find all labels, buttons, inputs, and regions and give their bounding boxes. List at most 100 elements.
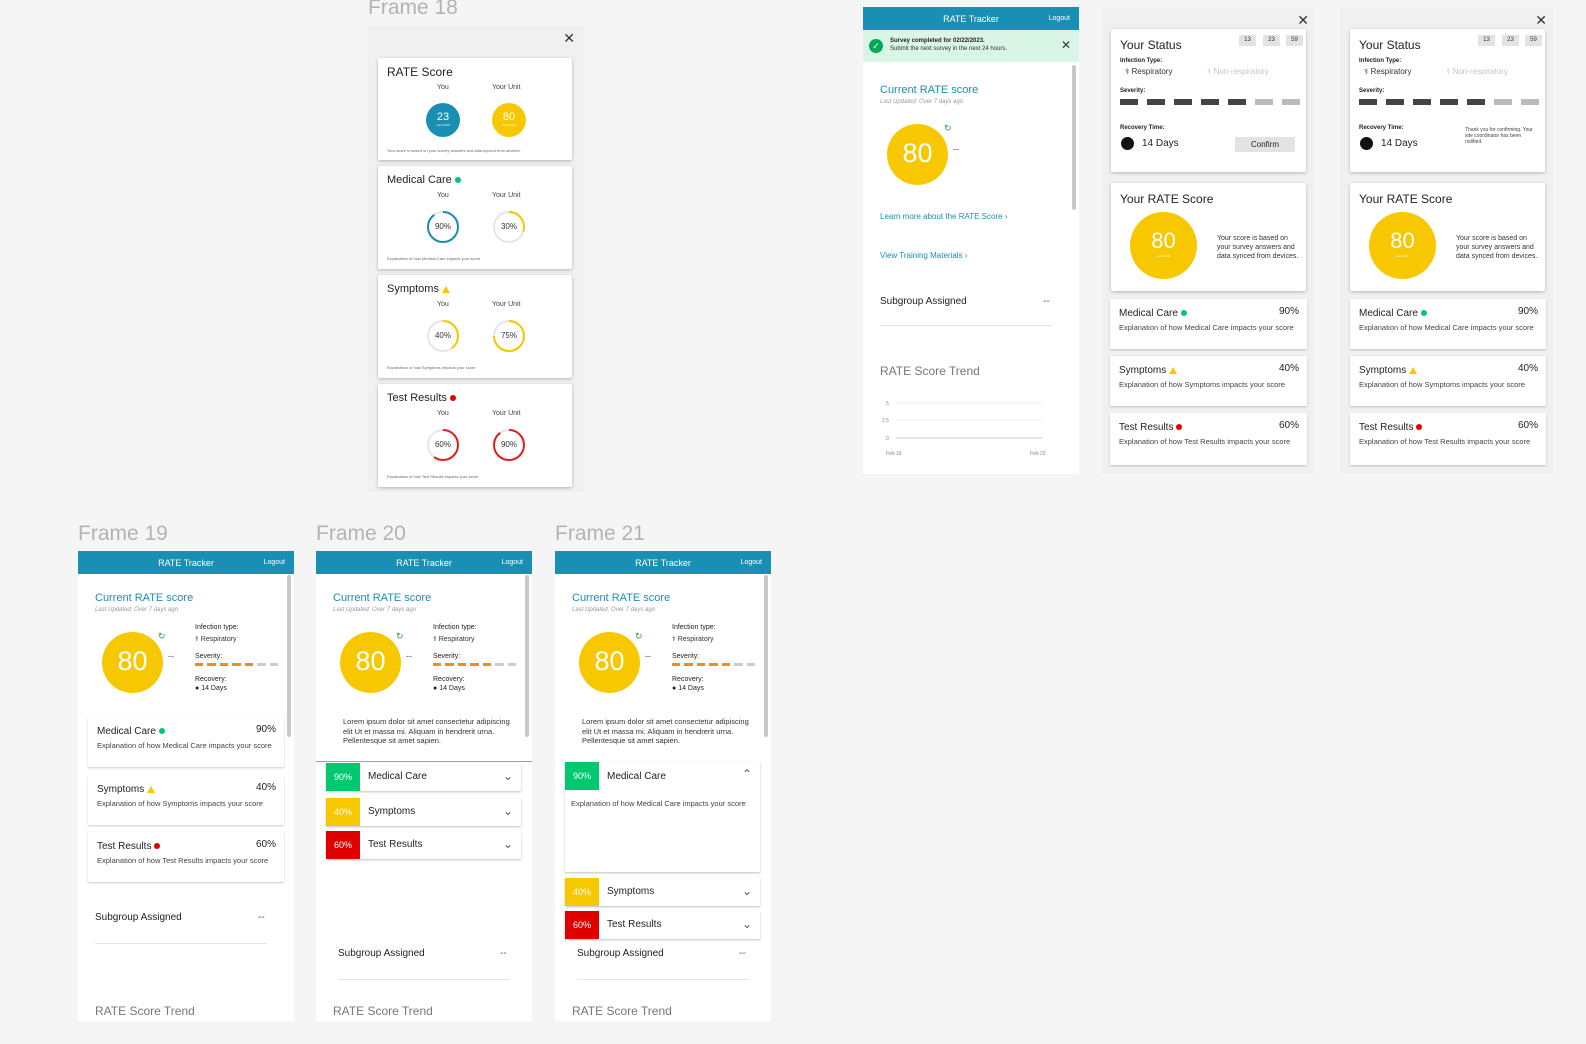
respiratory-option[interactable]: ⚕ Respiratory [1125,67,1172,76]
current-score-title: Current RATE score [95,592,194,604]
medical-care-accordion-open[interactable]: 90% Medical Care ⌃ Explanation of how Me… [565,762,760,872]
clock-icon: ● [195,685,200,692]
chevron-down-icon[interactable]: ⌄ [502,804,513,818]
refresh-icon[interactable]: ↻ [635,631,643,641]
symptoms-note: Explanation of how Symptoms impacts your… [387,365,476,370]
close-icon[interactable]: ✕ [1297,12,1309,28]
non-respiratory-option[interactable]: ⚕ Non-respiratory [1207,67,1269,76]
ring-progress [493,211,525,243]
medical-care-pct: 90% [565,762,599,790]
lungs-icon: ⚕ [1446,67,1451,76]
training-link[interactable]: View Training Materials › [880,251,967,260]
test-results-card[interactable]: Test Results 60% Explanation of how Test… [1350,413,1546,465]
status-card: Your Status 13 23 59 Infection Type: ⚕ R… [1350,29,1545,172]
survey-subtitle: Submit the next survey in the next 24 ho… [890,46,1008,52]
test-results-accordion[interactable]: 60% Test Results ⌄ [565,911,760,939]
status-panel-confirmed: ✕ Your Status 13 23 59 Infection Type: ⚕… [1340,7,1553,474]
scrollbar[interactable] [1072,65,1076,210]
test-results-desc: Explanation of how Test Results impacts … [1359,437,1531,446]
score-value: 80 [117,646,148,676]
rate-score-card: Your RATE Score 80 out of 100 Your score… [1111,183,1306,291]
severity-segment [232,663,241,666]
logout-link[interactable]: Logout [263,559,285,566]
current-score-title: Current RATE score [880,84,979,96]
symptoms-you-ring [427,320,459,352]
respiratory-value: ⚕ Respiratory [195,635,237,643]
close-icon[interactable]: ✕ [1060,38,1071,52]
medical-care-accordion[interactable]: 90% Medical Care ⌄ [326,763,521,791]
refresh-icon[interactable]: ↻ [396,631,404,641]
severity-segment [672,663,681,666]
symptoms-card[interactable]: Symptoms 40% Explanation of how Symptoms… [1110,356,1307,406]
infection-type-label: Infection Type: [1120,58,1163,64]
severity-segment [709,663,718,666]
confirm-button[interactable]: Confirm [1235,137,1295,152]
x-tick: Feb 23 [1030,451,1046,457]
medical-care-desc: Explanation of how Medical Care impacts … [571,799,746,808]
severity-segment [1440,99,1458,105]
symptoms-card[interactable]: Symptoms 40% Explanation of how Symptoms… [1350,356,1546,406]
close-icon[interactable]: ✕ [563,30,575,46]
symptoms-pct: 40% [565,878,599,906]
medical-care-card[interactable]: Medical Care 90% Explanation of how Medi… [1110,299,1307,349]
test-you-value: 60% [434,440,451,449]
test-results-pct: 60% [1278,420,1299,431]
symptoms-name: Symptoms [1359,365,1407,376]
clock-icon: ● [672,685,677,692]
symptoms-accordion[interactable]: 40% Symptoms ⌄ [565,878,760,906]
chevron-right-icon: › [964,251,968,260]
medical-care-name: Medical Care [97,726,156,737]
chevron-down-icon[interactable]: ⌄ [502,837,513,851]
severity-segment [433,663,442,666]
trend-title: RATE Score Trend [880,364,980,378]
symptoms-card[interactable]: Symptoms 40% Explanation of how Symptoms… [88,775,284,825]
last-updated: Last Updated: Over 7 days ago [572,607,656,613]
refresh-icon[interactable]: ↻ [944,123,952,133]
recovery-days: 14 Days [201,685,227,692]
chevron-up-icon[interactable]: ⌃ [741,767,752,781]
severity-segment [495,663,504,666]
severity-segment [1147,99,1165,105]
divider [316,761,532,762]
learn-more-link[interactable]: Learn more about the RATE Score › [880,212,1008,221]
severity-segment [721,663,731,666]
scrollbar[interactable] [525,575,529,737]
ring-progress [427,429,459,461]
respiratory-option[interactable]: ⚕ Respiratory [1364,67,1411,76]
non-respiratory-option[interactable]: ⚕ Non-respiratory [1446,67,1508,76]
test-results-card[interactable]: Test Results 60% Explanation of how Test… [1110,413,1307,465]
logout-link[interactable]: Logout [740,559,762,566]
survey-banner: ✓ Survey completed for 02/22/2023. Submi… [863,30,1079,62]
unit-label: Your Unit [492,192,521,199]
test-results-accordion[interactable]: 60% Test Results ⌄ [326,831,521,859]
app-header: RATE Tracker Logout [555,551,771,574]
chevron-down-icon[interactable]: ⌄ [741,917,752,931]
severity-bar [195,663,278,666]
score-dash: -- [168,651,174,661]
last-updated: Last Updated: Over 7 days ago [95,607,179,613]
severity-bar [1359,99,1539,105]
divider [880,325,1052,326]
logout-link[interactable]: Logout [501,559,523,566]
symptoms-name: Symptoms [368,806,416,817]
learn-more-label: Learn more about the RATE Score [880,212,1003,221]
scrollbar[interactable] [287,575,291,737]
non-respiratory-label: Non-respiratory [1452,67,1508,76]
medical-care-card[interactable]: Medical Care 90% Explanation of how Medi… [1350,299,1546,349]
refresh-icon[interactable]: ↻ [158,631,166,641]
medical-care-card[interactable]: Medical Care 90% Explanation of how Medi… [88,717,284,767]
scrollbar[interactable] [764,575,768,737]
symptoms-accordion[interactable]: 40% Symptoms ⌄ [326,798,521,826]
recovery-days: 14 Days [678,685,704,692]
chevron-down-icon[interactable]: ⌄ [502,769,513,783]
score-value: 80 [1390,228,1415,253]
close-icon[interactable]: ✕ [1535,12,1547,28]
respiratory-label: Respiratory [200,636,237,643]
timer-seconds: 59 [1286,35,1303,46]
logout-link[interactable]: Logout [1048,15,1070,22]
test-results-card[interactable]: Test Results 60% Explanation of how Test… [88,832,284,882]
rate-score-note: Your score is based on your survey answe… [387,148,521,153]
symptoms-desc: Explanation of how Symptoms impacts your… [1119,380,1285,389]
medical-unit-ring [493,211,525,243]
chevron-down-icon[interactable]: ⌄ [741,884,752,898]
